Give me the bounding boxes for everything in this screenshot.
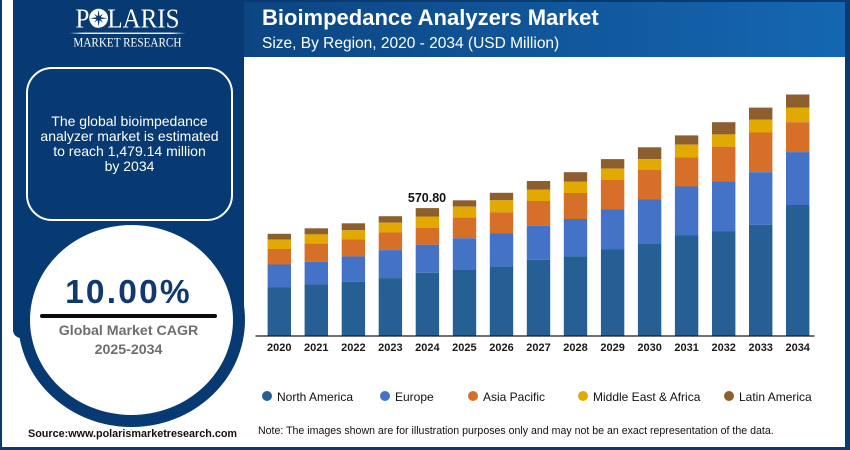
svg-text:2031: 2031 [674,342,698,354]
svg-text:2022: 2022 [341,342,365,354]
svg-text:2023: 2023 [378,342,402,354]
svg-text:2032: 2032 [711,342,735,354]
svg-text:2020: 2020 [267,342,291,354]
svg-text:2029: 2029 [600,342,624,354]
svg-text:2030: 2030 [637,342,661,354]
svg-text:2034: 2034 [785,342,810,354]
svg-text:2027: 2027 [526,342,550,354]
svg-text:2028: 2028 [563,342,587,354]
svg-text:570.80: 570.80 [408,191,446,205]
svg-text:2025: 2025 [452,342,476,354]
svg-text:2024: 2024 [415,342,440,354]
svg-text:2021: 2021 [304,342,328,354]
svg-text:2033: 2033 [748,342,772,354]
svg-text:MARKET RESEARCH: MARKET RESEARCH [73,35,181,49]
svg-text:2026: 2026 [489,342,513,354]
